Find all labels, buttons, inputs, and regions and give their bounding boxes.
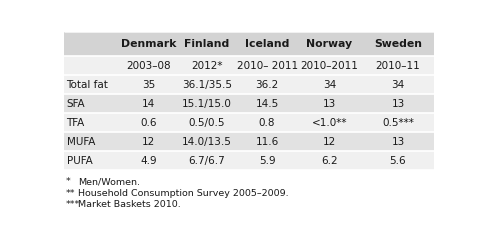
Text: 36.1/35.5: 36.1/35.5 [182,80,232,90]
Text: MUFA: MUFA [66,137,95,147]
Bar [296,94,362,113]
Text: 15.1/15.0: 15.1/15.0 [182,99,232,109]
Text: 0.5***: 0.5*** [382,118,414,128]
Bar [63,132,121,151]
Text: 13: 13 [323,99,336,109]
Bar [176,94,238,113]
Bar [176,113,238,132]
Bar [176,56,238,75]
Bar [63,94,121,113]
Text: 12: 12 [142,137,155,147]
Bar [238,94,296,113]
Bar [63,56,121,75]
Text: 2010– 2011: 2010– 2011 [237,61,298,71]
Text: 0.5/0.5: 0.5/0.5 [189,118,225,128]
Text: 13: 13 [392,99,405,109]
Bar [63,32,121,56]
Bar [296,32,362,56]
Bar [63,113,121,132]
Text: Finland: Finland [184,39,229,49]
Text: 14.0/13.5: 14.0/13.5 [182,137,232,147]
Bar [121,132,176,151]
Bar [176,75,238,94]
Text: SFA: SFA [66,99,85,109]
Bar [63,151,121,170]
Bar [238,113,296,132]
Bar [362,94,434,113]
Text: Market Baskets 2010.: Market Baskets 2010. [78,200,181,209]
Bar [121,94,176,113]
Bar [176,32,238,56]
Text: PUFA: PUFA [66,156,92,166]
Bar [121,151,176,170]
Text: Denmark: Denmark [121,39,176,49]
Text: 2012*: 2012* [191,61,223,71]
Text: Total fat: Total fat [66,80,108,90]
Bar [296,113,362,132]
Text: 36.2: 36.2 [256,80,279,90]
Bar [296,151,362,170]
Text: Iceland: Iceland [245,39,289,49]
Bar [362,75,434,94]
Text: 14.5: 14.5 [256,99,279,109]
Bar [176,151,238,170]
Bar [176,132,238,151]
Text: <1.0**: <1.0** [312,118,347,128]
Bar [238,32,296,56]
Bar [362,32,434,56]
Bar [121,56,176,75]
Bar [238,75,296,94]
Bar [238,151,296,170]
Bar [362,113,434,132]
Text: 5.6: 5.6 [390,156,406,166]
Bar [296,75,362,94]
Text: 5.9: 5.9 [259,156,275,166]
Text: Men/Women.: Men/Women. [78,177,140,186]
Text: 0.8: 0.8 [259,118,275,128]
Text: ***: *** [65,200,80,209]
Bar [362,132,434,151]
Text: 11.6: 11.6 [256,137,279,147]
Text: 35: 35 [142,80,155,90]
Text: 34: 34 [323,80,336,90]
Text: 13: 13 [392,137,405,147]
Bar [296,56,362,75]
Text: 0.6: 0.6 [140,118,156,128]
Text: 4.9: 4.9 [140,156,157,166]
Text: Norway: Norway [306,39,352,49]
Text: 2010–2011: 2010–2011 [301,61,358,71]
Bar [238,132,296,151]
Text: 6.2: 6.2 [321,156,338,166]
Bar [121,113,176,132]
Bar [63,75,121,94]
Bar [121,32,176,56]
Bar [362,151,434,170]
Bar [238,56,296,75]
Text: 2003–08: 2003–08 [126,61,170,71]
Text: 2010–11: 2010–11 [376,61,421,71]
Text: *: * [65,177,70,186]
Text: 6.7/6.7: 6.7/6.7 [188,156,225,166]
Text: Household Consumption Survey 2005–2009.: Household Consumption Survey 2005–2009. [78,189,288,198]
Bar [296,132,362,151]
Text: **: ** [65,189,75,198]
Bar [362,56,434,75]
Text: 14: 14 [142,99,155,109]
Text: 12: 12 [323,137,336,147]
Bar [121,75,176,94]
Text: Sweden: Sweden [374,39,422,49]
Text: 34: 34 [392,80,405,90]
Text: TFA: TFA [66,118,85,128]
